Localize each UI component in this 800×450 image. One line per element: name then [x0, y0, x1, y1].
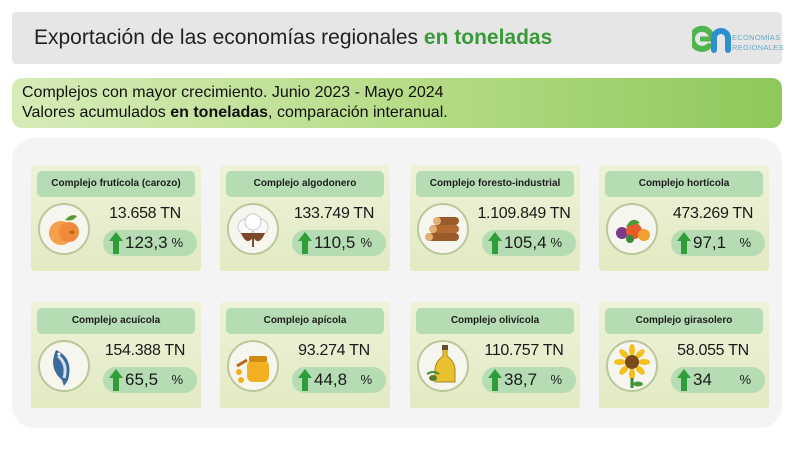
page-title-highlight: en toneladas: [423, 26, 553, 49]
percent-unit: %: [171, 372, 183, 387]
growth-pill: 34 %: [671, 367, 765, 393]
sunflower-icon: [606, 340, 658, 392]
subtitle-line1: Complejos con mayor crecimiento. Junio 2…: [22, 84, 444, 101]
growth-value: 34: [693, 370, 712, 389]
card-algodonero: Complejo algodonero 133.749 TN 110,5 %: [220, 165, 390, 271]
card-title: Complejo frutícola (carozo): [37, 171, 195, 197]
growth-value: 65,5: [125, 370, 159, 389]
arrow-up-icon: [109, 369, 123, 391]
growth-value: 97,1: [693, 233, 727, 252]
subtitle-banner: Complejos con mayor crecimiento. Junio 2…: [12, 78, 782, 128]
percent-unit: %: [739, 372, 751, 387]
arrow-up-icon: [677, 369, 691, 391]
card-title: Complejo hortícola: [605, 171, 763, 197]
card-title: Complejo apícola: [226, 308, 384, 334]
growth-pill: 123,3 %: [103, 230, 197, 256]
card-value: 1.109.849 TN: [477, 205, 571, 222]
card-value: 93.274 TN: [298, 342, 370, 359]
card-title: Complejo acuícola: [37, 308, 195, 334]
card-value: 13.658 TN: [109, 205, 181, 222]
logo-text-line2: REGIONALES: [732, 43, 784, 52]
title-bar: Exportación de las economías regionales …: [12, 12, 784, 64]
percent-unit: %: [171, 235, 183, 250]
card-apicola: Complejo apícola 93.274 TN 44,8 %: [220, 302, 390, 408]
peach-icon: [38, 203, 90, 255]
card-foresto-industrial: Complejo foresto-industrial 1.109.849 TN…: [410, 165, 580, 271]
card-acuicola: Complejo acuícola 154.388 TN 65,5 %: [31, 302, 201, 408]
olive-oil-icon: [417, 340, 469, 392]
honey-icon: [227, 340, 279, 392]
growth-pill: 110,5 %: [292, 230, 386, 256]
card-value: 133.749 TN: [293, 205, 375, 222]
card-title: Complejo foresto-industrial: [416, 171, 574, 197]
card-title: Complejo girasolero: [605, 308, 763, 334]
arrow-up-icon: [677, 232, 691, 254]
growth-value: 38,7: [504, 370, 538, 389]
card-value: 473.269 TN: [672, 205, 754, 222]
card-horticola: Complejo hortícola 473.269 TN 97,1 %: [599, 165, 769, 271]
percent-unit: %: [550, 372, 562, 387]
growth-pill: 38,7 %: [482, 367, 576, 393]
logo-mark-icon: [692, 25, 731, 53]
page-title: Exportación de las economías regionales …: [34, 26, 553, 49]
logs-icon: [417, 203, 469, 255]
subtitle-line2: Valores acumulados en toneladas, compara…: [22, 104, 448, 121]
fish-icon: [38, 340, 90, 392]
growth-pill: 97,1 %: [671, 230, 765, 256]
card-value: 110.757 TN: [484, 342, 564, 359]
growth-value: 123,3: [125, 233, 168, 252]
card-title: Complejo algodonero: [226, 171, 384, 197]
card-value: 58.055 TN: [677, 342, 749, 359]
vegetables-icon: [606, 203, 658, 255]
cotton-icon: [227, 203, 279, 255]
economias-regionales-logo: ECONOMÍAS REGIONALES: [692, 20, 784, 58]
percent-unit: %: [739, 235, 751, 250]
percent-unit: %: [360, 372, 372, 387]
percent-unit: %: [360, 235, 372, 250]
growth-pill: 44,8 %: [292, 367, 386, 393]
card-fruticola: Complejo frutícola (carozo) 13.658 TN 12…: [31, 165, 201, 271]
card-title: Complejo olivícola: [416, 308, 574, 334]
arrow-up-icon: [298, 232, 312, 254]
card-value: 154.388 TN: [104, 342, 186, 359]
percent-unit: %: [550, 235, 562, 250]
arrow-up-icon: [488, 369, 502, 391]
growth-value: 44,8: [314, 370, 348, 389]
card-girasolero: Complejo girasolero 58.055 TN 34 %: [599, 302, 769, 408]
arrow-up-icon: [488, 232, 502, 254]
growth-pill: 105,4 %: [482, 230, 576, 256]
growth-value: 110,5: [314, 233, 356, 252]
arrow-up-icon: [298, 369, 312, 391]
growth-value: 105,4: [504, 233, 547, 252]
card-olivicola: Complejo olivícola 110.757 TN 38,7 %: [410, 302, 580, 408]
arrow-up-icon: [109, 232, 123, 254]
logo-text-line1: ECONOMÍAS: [732, 33, 781, 42]
growth-pill: 65,5 %: [103, 367, 197, 393]
